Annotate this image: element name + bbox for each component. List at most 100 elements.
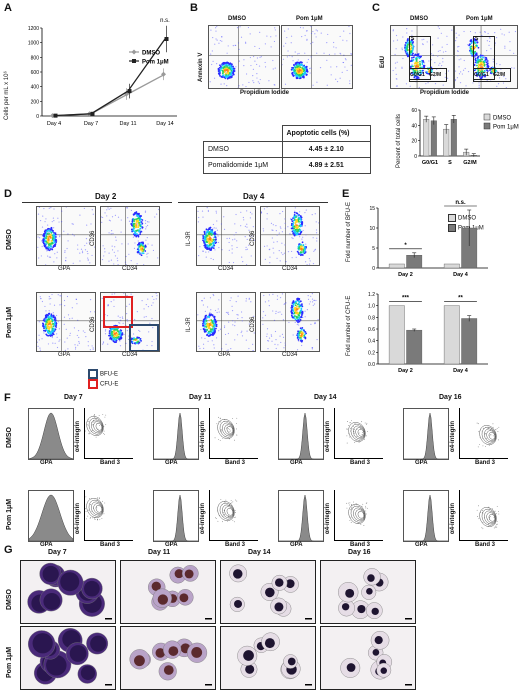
scatter-dot: [244, 41, 247, 43]
scatter-dot: [252, 350, 254, 351]
scatter-dot: [44, 323, 47, 326]
scatter-dot: [299, 26, 302, 29]
scatter-dot: [55, 314, 58, 317]
scatter-dot: [119, 345, 122, 347]
scatter-dot: [148, 331, 150, 333]
scatter-dot: [304, 330, 307, 333]
scale-bar: [205, 618, 212, 620]
scatter-dot: [411, 63, 413, 65]
contour-dot: [491, 430, 493, 432]
scatter-dot: [513, 52, 515, 54]
scatter-dot: [225, 69, 228, 72]
scatter-dot: [104, 330, 107, 332]
scatter-dot: [491, 66, 494, 68]
scatter-dot: [218, 42, 220, 44]
scatter-dot: [135, 233, 138, 235]
scatter-dot: [37, 213, 40, 215]
scatter-dot: [221, 72, 224, 75]
scatter-dot: [280, 252, 283, 254]
scatter-dot: [64, 349, 66, 351]
scatter-dot: [207, 240, 210, 243]
scatter-dot: [282, 210, 284, 213]
scatter-dot: [249, 238, 252, 241]
scatter-dot: [273, 252, 275, 254]
contour-dot: [233, 509, 234, 510]
scatter-dot: [478, 82, 480, 84]
scatter-dot: [296, 224, 298, 227]
scatter-dot: [237, 314, 239, 316]
scatter-dot: [208, 238, 211, 241]
contour-dot: [355, 503, 357, 505]
scatter-dot: [236, 334, 239, 336]
scatter-dot: [115, 341, 117, 344]
scatter-dot: [65, 328, 67, 330]
scatter-dot: [284, 342, 286, 344]
nucleus: [371, 607, 379, 616]
scatter-dot: [139, 330, 141, 332]
contour-dot: [366, 435, 367, 437]
scatter-dot: [479, 60, 482, 63]
contour-dot: [225, 499, 227, 501]
scatter-dot: [227, 311, 229, 313]
scatter-dot: [248, 297, 250, 299]
scatter-dot: [77, 319, 79, 321]
scatter-dot: [394, 62, 397, 64]
scatter-dot: [55, 324, 58, 327]
scatter-dot: [296, 77, 299, 80]
scale-bar: [105, 684, 112, 686]
scatter-dot: [249, 217, 251, 219]
contour-dot: [230, 503, 232, 504]
scatter-dot: [236, 246, 238, 249]
scatter-dot: [87, 341, 89, 343]
scatter-dot: [290, 35, 293, 37]
scatter-dot: [45, 314, 48, 317]
scatter-dot: [229, 71, 231, 74]
integrin-band3-plot: [84, 490, 133, 541]
scatter-dot: [276, 234, 278, 236]
scatter-dot: [117, 336, 120, 338]
scatter-dot: [486, 65, 489, 68]
contour-dot: [496, 524, 498, 526]
scatter-dot: [219, 69, 222, 71]
d-row-dmso: DMSO: [6, 229, 13, 250]
scatter-dot: [421, 63, 424, 65]
scatter-dot: [153, 298, 155, 301]
scatter-dot: [314, 249, 316, 251]
contour-dot: [495, 526, 497, 528]
scatter-dot: [267, 340, 270, 342]
cfu-gate: [103, 296, 133, 328]
scatter-dot: [272, 293, 274, 295]
scatter-dot: [223, 326, 226, 329]
scatter-dot: [111, 249, 114, 251]
scatter-dot: [212, 243, 215, 246]
scatter-dot: [154, 216, 156, 218]
scatter-dot: [123, 293, 125, 294]
scatter-dot: [346, 69, 348, 72]
scatter-dot: [37, 236, 39, 238]
scatter-dot: [144, 210, 147, 212]
contour-dot: [236, 500, 238, 502]
scatter-dot: [441, 65, 443, 67]
scatter-dot: [237, 42, 240, 44]
scatter-dot: [209, 81, 211, 83]
scatter-dot: [141, 219, 144, 221]
scatter-dot: [247, 26, 250, 29]
scatter-dot: [283, 45, 285, 47]
contour-dot: [228, 516, 230, 518]
contour-dot: [493, 517, 495, 519]
scatter-dot: [299, 327, 302, 330]
contour-dot: [486, 518, 488, 520]
scatter-dot: [212, 258, 214, 261]
scatter-dot: [57, 321, 59, 323]
scatter-dot: [271, 229, 273, 231]
scatter-dot: [111, 330, 114, 333]
d-xlabel: CD34: [122, 266, 138, 272]
scatter-dot: [158, 208, 159, 211]
scatter-dot: [102, 342, 105, 344]
scatter-dot: [120, 231, 122, 233]
contour-dot: [358, 512, 360, 513]
scatter-dot: [262, 230, 265, 232]
scatter-dot: [311, 347, 313, 349]
scatter-dot: [52, 312, 54, 314]
scatter-dot: [253, 239, 255, 241]
